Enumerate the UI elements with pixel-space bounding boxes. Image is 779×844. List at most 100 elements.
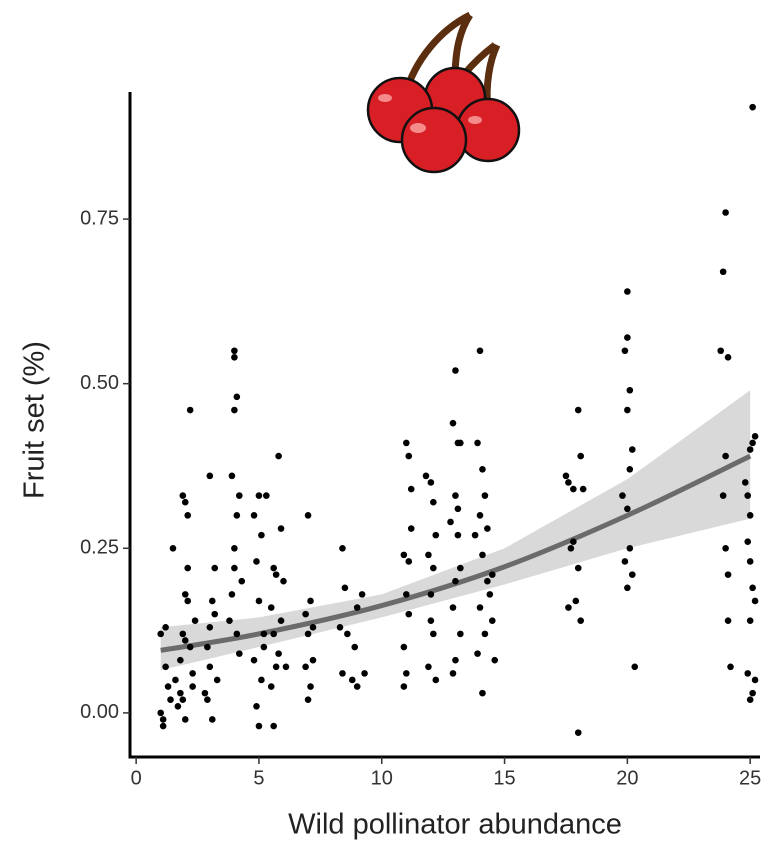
fit-line: [160, 453, 752, 653]
point: [280, 577, 287, 585]
point: [162, 623, 169, 631]
point: [746, 512, 754, 519]
point: [253, 558, 260, 565]
point: [574, 729, 582, 736]
point: [619, 492, 626, 499]
point: [746, 558, 754, 565]
point: [270, 564, 277, 572]
point: [457, 439, 464, 447]
x-tick-label: 0: [131, 767, 142, 789]
point: [184, 564, 192, 572]
point: [621, 347, 629, 355]
confidence-band: [160, 390, 751, 671]
point: [565, 479, 572, 486]
point: [307, 683, 314, 690]
point: [235, 650, 243, 657]
point: [403, 591, 410, 598]
point: [184, 512, 192, 519]
x-tick-label: 20: [616, 767, 638, 789]
point: [255, 597, 263, 605]
point: [574, 564, 582, 572]
point: [179, 630, 187, 638]
point: [474, 439, 481, 447]
point: [231, 354, 238, 361]
point: [454, 531, 462, 539]
point: [407, 525, 415, 532]
point: [211, 564, 219, 572]
point: [403, 439, 410, 447]
x-tick-label: 25: [739, 767, 761, 789]
point: [749, 689, 756, 697]
point: [724, 354, 732, 361]
point: [405, 558, 413, 565]
point: [351, 643, 359, 651]
point: [471, 531, 479, 539]
point: [727, 663, 734, 671]
point: [486, 591, 494, 598]
point: [574, 406, 582, 414]
point: [449, 419, 457, 427]
point: [159, 716, 167, 723]
point: [400, 643, 408, 651]
point: [302, 663, 309, 671]
point: [751, 433, 759, 440]
point: [169, 544, 177, 552]
point: [562, 472, 570, 480]
point: [277, 617, 285, 625]
point: [253, 703, 260, 710]
point: [624, 505, 631, 513]
point: [452, 656, 459, 664]
point: [309, 656, 317, 664]
point: [741, 479, 749, 486]
point: [336, 623, 344, 631]
point: [719, 492, 727, 499]
point: [353, 604, 361, 611]
point: [191, 617, 199, 625]
point: [405, 610, 413, 618]
point: [400, 683, 408, 690]
point: [206, 623, 214, 631]
point: [422, 472, 430, 480]
point: [179, 492, 187, 499]
point: [751, 676, 759, 684]
point: [484, 577, 491, 585]
point: [717, 347, 725, 355]
point: [184, 597, 192, 605]
point: [250, 656, 258, 664]
point: [211, 610, 219, 618]
point: [746, 446, 754, 453]
point: [425, 663, 432, 671]
point: [157, 630, 165, 638]
point: [228, 472, 236, 480]
point: [272, 571, 280, 578]
point: [457, 564, 464, 572]
point: [724, 617, 732, 625]
y-tick-label: 0.25: [80, 537, 119, 559]
point: [452, 492, 459, 499]
point: [474, 650, 481, 657]
point: [746, 696, 754, 704]
point: [255, 722, 263, 730]
point: [339, 670, 346, 677]
x-tick-label: 5: [253, 767, 264, 789]
point: [624, 288, 631, 295]
point: [476, 604, 484, 611]
point: [267, 604, 275, 611]
point: [304, 512, 312, 519]
point: [628, 446, 636, 453]
point: [270, 630, 277, 638]
point: [159, 722, 167, 730]
point: [172, 676, 179, 684]
point: [744, 538, 752, 545]
point: [231, 406, 238, 414]
point: [751, 597, 759, 605]
cherry-illustration: [366, 11, 521, 174]
point: [565, 604, 572, 611]
point: [255, 492, 263, 499]
point: [488, 571, 496, 578]
point: [233, 512, 241, 519]
point: [189, 683, 196, 690]
highlight: [410, 123, 426, 133]
point: [275, 452, 282, 460]
point: [304, 630, 312, 638]
